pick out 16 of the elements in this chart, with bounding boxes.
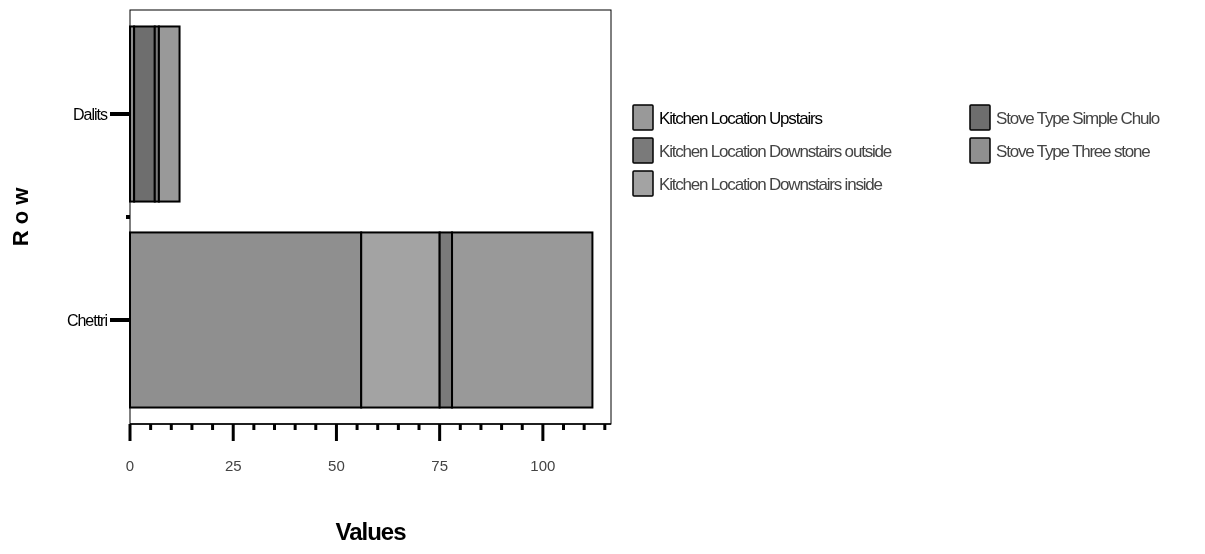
bar — [133, 25, 156, 203]
y-tick-label: Dalits — [72, 106, 108, 124]
bar — [157, 25, 181, 203]
y-tick-label: Chettri — [66, 311, 108, 329]
legend-label: Stove Type Three stone — [996, 142, 1151, 161]
x-axis-title: Values — [335, 518, 407, 545]
x-tick-label: 100 — [530, 457, 556, 474]
y-axis-title: R o w — [8, 186, 33, 247]
legend-label: Kitchen Location Downstairs outside — [659, 142, 892, 161]
legend-label: Stove Type Simple Chulo — [996, 109, 1160, 128]
legend-label: Kitchen Location Downstairs inside — [659, 175, 883, 194]
x-tick-label: 75 — [431, 457, 448, 474]
x-tick-label: 25 — [224, 457, 242, 474]
legend-label: Kitchen Location Upstairs — [659, 109, 823, 128]
x-tick-label: 0 — [125, 457, 135, 474]
x-tick-label: 50 — [328, 457, 345, 474]
